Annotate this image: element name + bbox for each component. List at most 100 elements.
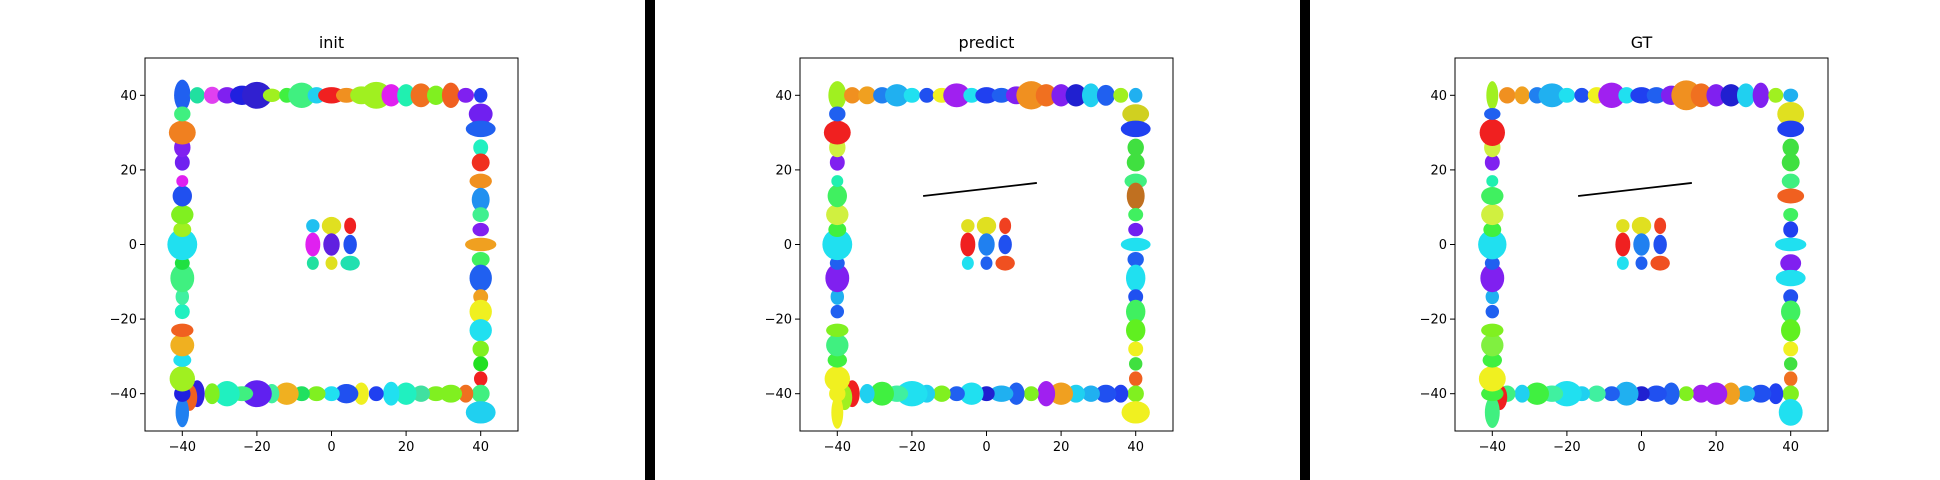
data-point [469, 299, 492, 324]
data-point [473, 87, 488, 103]
data-point [1736, 83, 1755, 108]
data-point [960, 232, 976, 257]
data-point [998, 234, 1012, 255]
data-point [1720, 84, 1742, 107]
data-point [189, 87, 205, 104]
data-point [340, 255, 360, 271]
data-point [1023, 386, 1039, 402]
data-point [288, 82, 316, 108]
data-point [1096, 84, 1115, 106]
data-point [204, 383, 220, 405]
data-point [344, 217, 357, 235]
data-point [1646, 87, 1667, 104]
data-point [1775, 269, 1806, 287]
y-tick-label: 40 [120, 89, 137, 104]
data-point [826, 204, 849, 226]
data-point [1678, 386, 1694, 402]
data-point [829, 106, 846, 122]
panel-title: GT [1631, 33, 1653, 52]
data-point [975, 87, 998, 104]
panel-gt: GT −40 −20 0 20 40 −40 −20 0 20 40 [1420, 33, 1829, 455]
data-point [172, 185, 192, 207]
data-point [1478, 229, 1507, 260]
data-point [827, 352, 847, 368]
y-tick-label: −40 [765, 387, 792, 402]
data-point [829, 256, 845, 270]
x-tick-label: −40 [824, 440, 851, 455]
data-point [173, 222, 192, 238]
data-point [1783, 221, 1799, 238]
data-point [473, 356, 489, 372]
data-point [1113, 87, 1129, 103]
data-point [458, 384, 474, 403]
data-point [1128, 222, 1144, 237]
data-point [831, 175, 844, 188]
x-tick-label: 20 [398, 440, 415, 455]
data-point [1630, 87, 1653, 104]
data-point [472, 340, 489, 358]
data-point [1037, 381, 1056, 407]
data-point [1095, 384, 1117, 403]
data-point [1645, 385, 1667, 402]
data-point [1736, 385, 1755, 402]
data-point [382, 381, 400, 406]
data-point [1603, 386, 1620, 402]
data-point [439, 384, 463, 403]
data-point [1128, 357, 1143, 371]
data-point [412, 385, 430, 402]
data-point [1587, 385, 1606, 402]
data-point [410, 83, 432, 108]
data-point [306, 219, 320, 233]
data-point [870, 381, 894, 406]
y-tick-label: 20 [120, 163, 137, 178]
data-point [1484, 256, 1500, 270]
data-point [885, 84, 909, 107]
panel-title: init [319, 33, 344, 52]
data-point [831, 395, 844, 429]
data-point [844, 87, 861, 104]
data-point [397, 84, 416, 107]
data-point [1127, 385, 1144, 402]
data-point [1514, 384, 1530, 403]
panel-separator [645, 0, 655, 480]
data-point [1781, 153, 1800, 172]
data-point [241, 81, 272, 109]
data-point [457, 87, 474, 103]
data-point [174, 79, 191, 111]
data-point [1126, 153, 1145, 172]
data-point [961, 256, 974, 270]
data-point [825, 263, 850, 293]
data-point [824, 366, 850, 392]
data-point [1481, 187, 1504, 205]
data-point [1121, 401, 1150, 424]
data-point [978, 233, 995, 256]
data-point [262, 88, 281, 103]
x-tick-label: −20 [1553, 440, 1580, 455]
y-tick-label: 40 [775, 89, 792, 104]
data-point [1480, 263, 1505, 293]
data-point [1128, 289, 1144, 305]
data-point [932, 385, 951, 402]
data-point [175, 397, 190, 428]
data-point [305, 232, 321, 257]
y-tick-label: 40 [1430, 89, 1447, 104]
x-tick-label: 40 [1782, 440, 1799, 455]
data-point [471, 384, 490, 403]
y-tick-label: 20 [1430, 163, 1447, 178]
panel-predict: predict −40 −20 0 20 40 −40 −20 0 20 40 [765, 33, 1174, 455]
data-point [173, 353, 192, 367]
data-point [963, 87, 980, 103]
x-tick-label: 20 [1708, 440, 1725, 455]
data-point [830, 304, 845, 319]
data-point [1781, 300, 1801, 323]
data-point [1781, 319, 1801, 342]
data-point [274, 382, 299, 405]
trajectory-line [1577, 182, 1692, 197]
data-point [170, 334, 195, 357]
data-point [167, 228, 198, 261]
data-point [1128, 207, 1144, 222]
y-tick-label: 0 [1439, 238, 1447, 253]
data-point [1551, 381, 1582, 407]
y-tick-label: −20 [1420, 313, 1447, 328]
y-tick-label: 0 [784, 238, 792, 253]
